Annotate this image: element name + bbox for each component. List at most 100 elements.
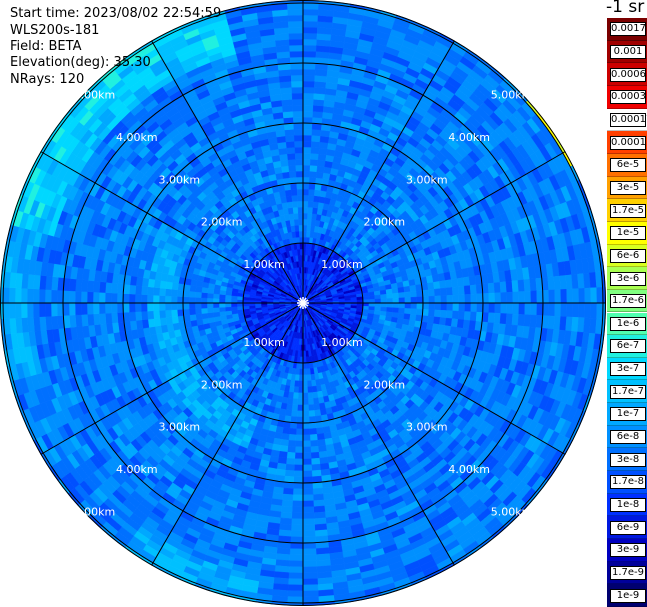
data-cell bbox=[285, 457, 296, 465]
data-cell bbox=[158, 295, 166, 304]
data-cell bbox=[171, 315, 179, 324]
data-cell bbox=[146, 310, 155, 320]
data-cell bbox=[302, 578, 318, 586]
data-cell bbox=[398, 292, 406, 299]
data-cell bbox=[302, 212, 308, 220]
data-cell bbox=[212, 293, 220, 299]
data-cell bbox=[548, 289, 556, 304]
data-cell bbox=[218, 298, 226, 304]
data-cell bbox=[164, 309, 172, 318]
data-cell bbox=[309, 434, 318, 442]
data-cell bbox=[302, 530, 316, 538]
data-cell bbox=[302, 452, 312, 460]
data-cell bbox=[74, 290, 82, 304]
data-cell bbox=[572, 288, 580, 304]
data-cell bbox=[302, 236, 307, 244]
data-cell bbox=[302, 374, 308, 382]
data-cell bbox=[302, 572, 318, 580]
data-cell bbox=[224, 302, 232, 308]
data-cell bbox=[302, 218, 308, 226]
data-cell bbox=[291, 506, 304, 514]
data-cell bbox=[307, 386, 313, 394]
data-cell bbox=[310, 158, 319, 166]
data-cell bbox=[292, 398, 299, 406]
data-cell bbox=[368, 299, 376, 304]
data-cell bbox=[302, 404, 309, 412]
data-cell bbox=[80, 302, 88, 315]
data-cell bbox=[554, 289, 562, 304]
data-cell bbox=[312, 397, 320, 405]
data-cell bbox=[165, 281, 173, 290]
data-cell bbox=[404, 291, 412, 298]
data-cell bbox=[317, 159, 326, 167]
data-cell bbox=[590, 302, 598, 319]
data-cell bbox=[458, 302, 466, 312]
data-cell bbox=[302, 434, 311, 442]
data-cell bbox=[398, 307, 406, 314]
data-cell bbox=[451, 286, 460, 296]
data-cell bbox=[99, 313, 107, 325]
data-cell bbox=[116, 293, 124, 304]
data-cell bbox=[14, 302, 22, 319]
data-cell bbox=[470, 302, 478, 313]
data-cell bbox=[302, 50, 317, 58]
data-cell bbox=[158, 302, 166, 311]
data-cell bbox=[62, 290, 70, 304]
data-cell bbox=[242, 305, 250, 310]
data-cell bbox=[302, 410, 310, 418]
data-cell bbox=[380, 302, 388, 308]
data-cell bbox=[307, 392, 314, 400]
data-cell bbox=[0, 237, 4, 256]
data-cell bbox=[299, 362, 304, 370]
data-cell bbox=[278, 523, 292, 531]
data-cell bbox=[434, 295, 442, 304]
data-cell bbox=[302, 14, 319, 22]
data-cell bbox=[428, 295, 436, 304]
data-cell bbox=[306, 374, 312, 382]
data-cell bbox=[433, 316, 441, 325]
data-cell bbox=[201, 312, 209, 320]
data-cell bbox=[302, 134, 313, 142]
data-cell bbox=[206, 593, 225, 605]
data-cell bbox=[206, 297, 214, 304]
data-cell bbox=[422, 289, 430, 297]
data-cell bbox=[506, 302, 514, 315]
data-cell bbox=[313, 403, 321, 411]
data-cell bbox=[288, 566, 304, 574]
data-cell bbox=[152, 310, 161, 319]
data-cell bbox=[158, 310, 166, 319]
data-cell bbox=[302, 128, 313, 136]
data-cell bbox=[99, 281, 107, 293]
data-cell bbox=[302, 554, 317, 562]
data-cell bbox=[469, 311, 477, 322]
data-cell bbox=[310, 152, 319, 161]
data-cell bbox=[457, 310, 465, 321]
data-cell bbox=[290, 536, 304, 544]
data-cell bbox=[598, 366, 606, 384]
data-cell bbox=[512, 291, 520, 304]
data-cell bbox=[302, 398, 309, 406]
data-cell bbox=[366, 598, 384, 606]
data-cell bbox=[212, 298, 220, 304]
data-cell bbox=[32, 302, 40, 318]
data-cell bbox=[302, 2, 319, 10]
data-cell bbox=[293, 386, 299, 394]
data-cell bbox=[305, 362, 311, 370]
data-cell bbox=[302, 80, 315, 88]
data-cell bbox=[302, 500, 314, 508]
data-cell bbox=[312, 105, 324, 113]
data-cell bbox=[494, 292, 502, 304]
data-cell bbox=[105, 312, 113, 324]
data-cell bbox=[392, 302, 400, 309]
data-cell bbox=[517, 314, 525, 327]
data-cell bbox=[280, 439, 289, 447]
data-cell bbox=[518, 291, 526, 304]
data-cell bbox=[110, 302, 118, 314]
data-cell bbox=[596, 302, 604, 319]
data-cell bbox=[315, 427, 324, 435]
data-cell bbox=[92, 291, 100, 304]
data-cell bbox=[56, 289, 64, 304]
data-cell bbox=[302, 38, 318, 46]
data-cell bbox=[311, 129, 322, 137]
data-cell bbox=[98, 292, 106, 304]
